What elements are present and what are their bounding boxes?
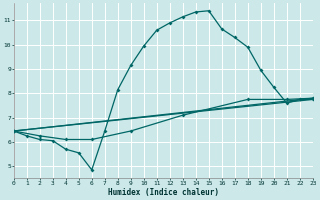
X-axis label: Humidex (Indice chaleur): Humidex (Indice chaleur) (108, 188, 219, 197)
